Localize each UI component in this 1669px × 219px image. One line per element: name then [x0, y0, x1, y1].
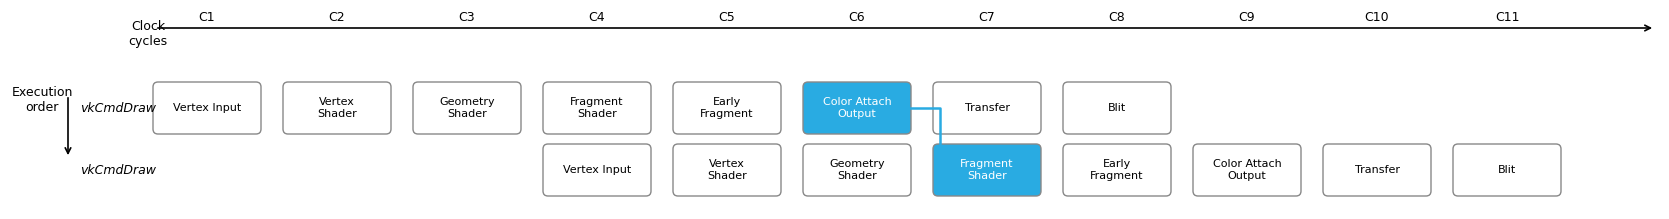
- Text: Vertex Input: Vertex Input: [562, 165, 631, 175]
- FancyBboxPatch shape: [1454, 144, 1561, 196]
- FancyBboxPatch shape: [1193, 144, 1302, 196]
- Text: Geometry
Shader: Geometry Shader: [829, 159, 885, 181]
- FancyBboxPatch shape: [1324, 144, 1430, 196]
- FancyBboxPatch shape: [542, 144, 651, 196]
- Text: C7: C7: [978, 11, 995, 24]
- FancyBboxPatch shape: [1063, 144, 1172, 196]
- Text: C5: C5: [719, 11, 736, 24]
- FancyBboxPatch shape: [803, 144, 911, 196]
- FancyBboxPatch shape: [673, 144, 781, 196]
- Text: Blit: Blit: [1497, 165, 1515, 175]
- Text: C9: C9: [1238, 11, 1255, 24]
- FancyBboxPatch shape: [1063, 82, 1172, 134]
- Text: Blit: Blit: [1108, 103, 1127, 113]
- Text: Fragment
Shader: Fragment Shader: [960, 159, 1013, 181]
- Text: Early
Fragment: Early Fragment: [1090, 159, 1143, 181]
- Text: Execution
order: Execution order: [12, 86, 73, 114]
- Text: C4: C4: [589, 11, 606, 24]
- Text: Transfer: Transfer: [965, 103, 1010, 113]
- Text: C3: C3: [459, 11, 476, 24]
- Text: vkCmdDraw: vkCmdDraw: [80, 164, 155, 177]
- Text: Early
Fragment: Early Fragment: [701, 97, 754, 119]
- Text: Color Attach
Output: Color Attach Output: [1213, 159, 1282, 181]
- FancyBboxPatch shape: [803, 82, 911, 134]
- Text: Fragment
Shader: Fragment Shader: [571, 97, 624, 119]
- Text: vkCmdDraw: vkCmdDraw: [80, 101, 155, 115]
- FancyBboxPatch shape: [154, 82, 260, 134]
- Text: Vertex
Shader: Vertex Shader: [317, 97, 357, 119]
- FancyBboxPatch shape: [412, 82, 521, 134]
- Text: C6: C6: [850, 11, 865, 24]
- FancyBboxPatch shape: [284, 82, 391, 134]
- Text: Color Attach
Output: Color Attach Output: [823, 97, 891, 119]
- FancyBboxPatch shape: [673, 82, 781, 134]
- Text: Geometry
Shader: Geometry Shader: [439, 97, 494, 119]
- FancyBboxPatch shape: [933, 144, 1041, 196]
- Text: C10: C10: [1365, 11, 1389, 24]
- Text: C1: C1: [199, 11, 215, 24]
- Text: Vertex Input: Vertex Input: [174, 103, 240, 113]
- FancyBboxPatch shape: [542, 82, 651, 134]
- Text: C11: C11: [1495, 11, 1519, 24]
- Text: C2: C2: [329, 11, 345, 24]
- FancyBboxPatch shape: [933, 82, 1041, 134]
- Text: Vertex
Shader: Vertex Shader: [708, 159, 746, 181]
- Text: Clock
cycles: Clock cycles: [129, 20, 167, 48]
- Text: Transfer: Transfer: [1355, 165, 1400, 175]
- Text: C8: C8: [1108, 11, 1125, 24]
